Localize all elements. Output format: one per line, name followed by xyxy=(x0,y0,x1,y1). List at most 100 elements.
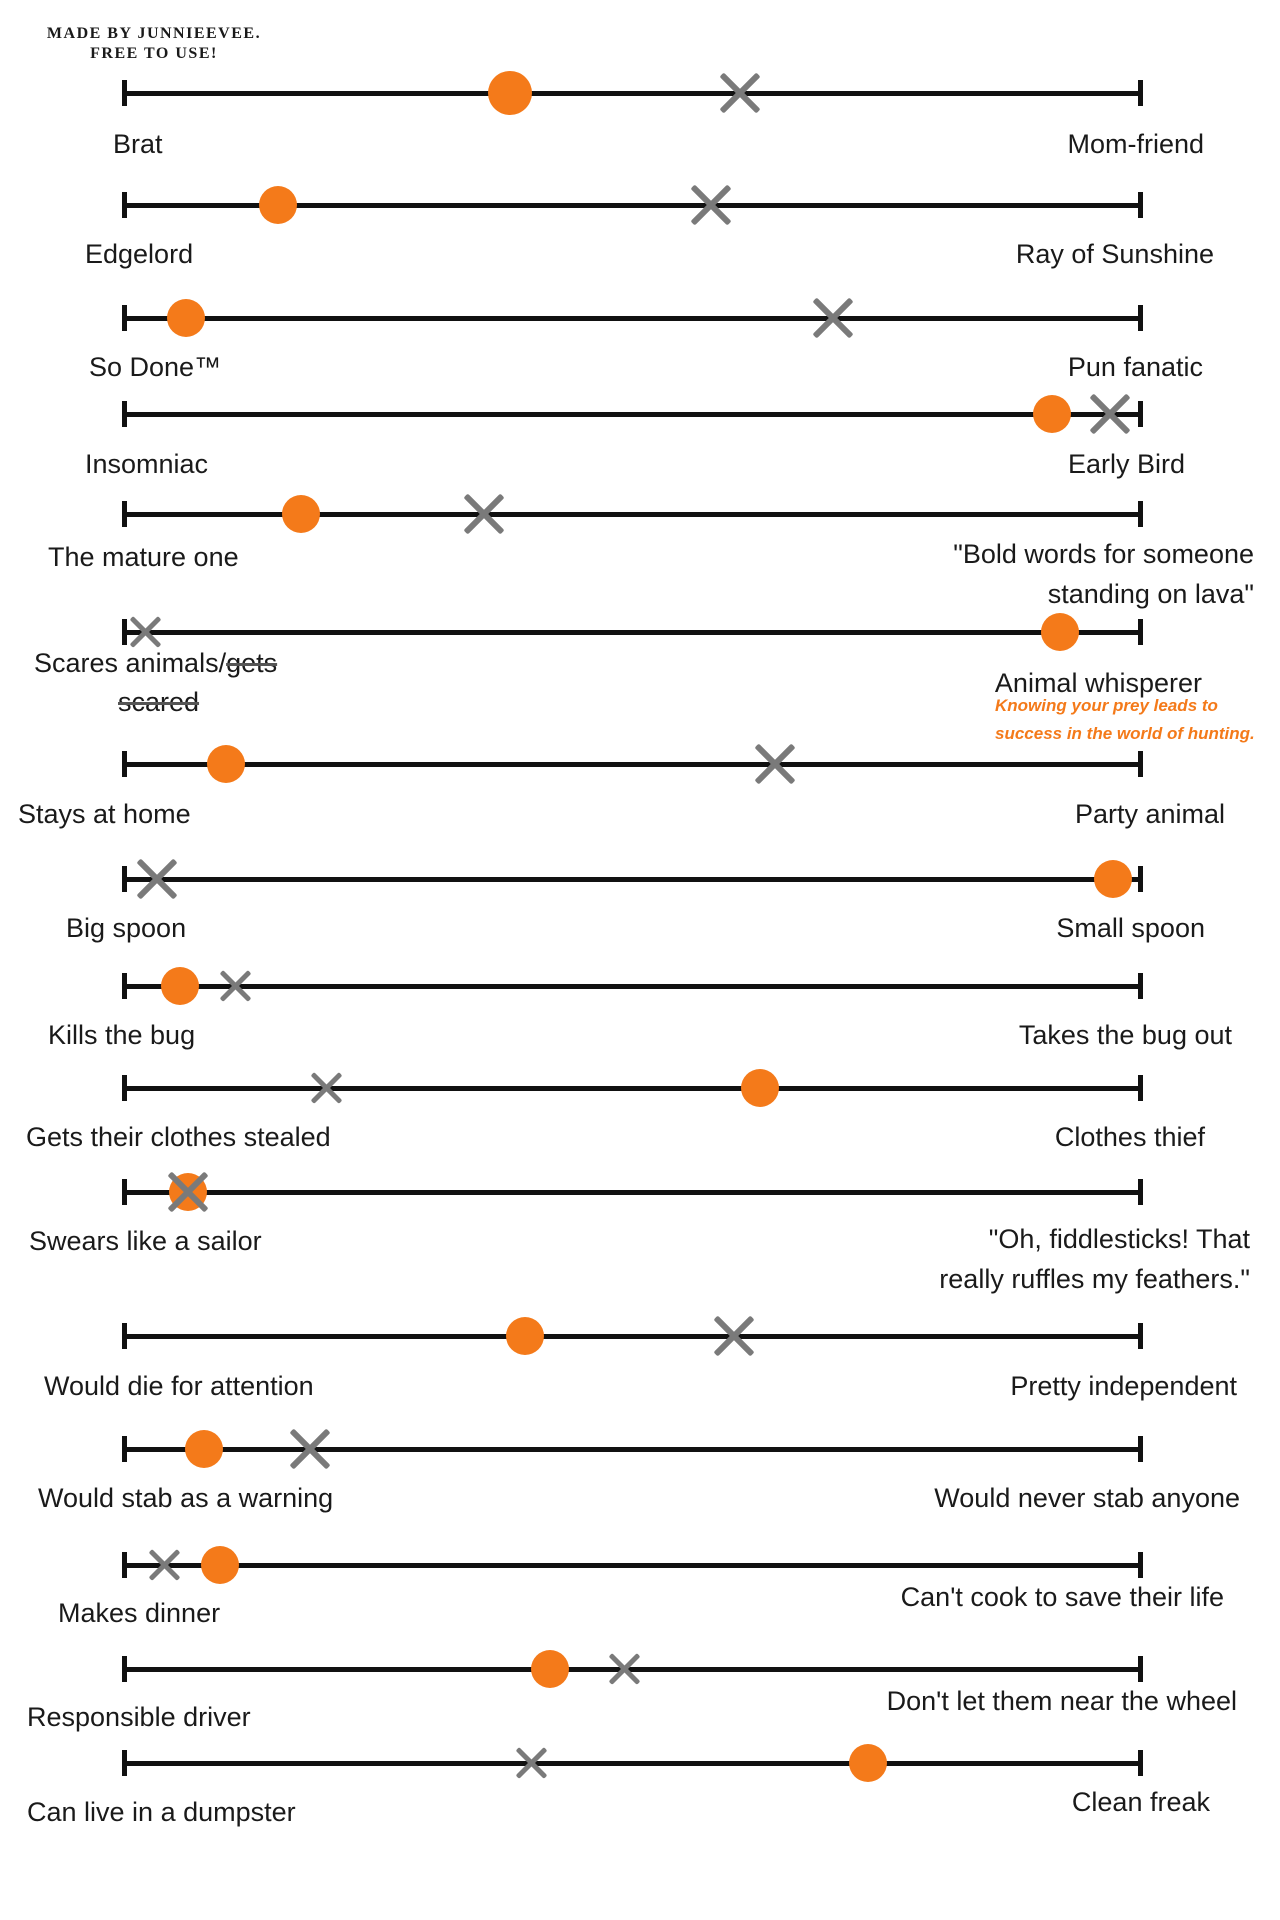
orange-dot-icon xyxy=(1093,860,1132,898)
scale-axis xyxy=(124,1447,1142,1452)
scale-axis xyxy=(124,1086,1142,1091)
scale-axis xyxy=(124,412,1142,417)
axis-end-tick-right xyxy=(1138,1552,1143,1578)
orange-dot-icon xyxy=(206,745,245,783)
axis-end-tick-left xyxy=(122,1656,127,1682)
axis-end-tick-right xyxy=(1138,501,1143,527)
scale-axis xyxy=(124,1563,1142,1568)
axis-end-tick-right xyxy=(1138,401,1143,427)
gray-x-icon xyxy=(711,1313,757,1359)
gray-x-icon xyxy=(461,491,507,537)
axis-end-tick-left xyxy=(122,866,127,892)
axis-end-tick-right xyxy=(1138,1323,1143,1349)
credit-text: MADE BY JUNNIEEVEE. FREE TO USE! xyxy=(34,24,274,64)
label-left: Big spoon xyxy=(66,913,187,943)
orange-dot-icon xyxy=(281,495,320,533)
label-left: Swears like a sailor xyxy=(29,1226,262,1256)
gray-x-icon xyxy=(688,182,734,228)
axis-end-tick-left xyxy=(122,619,127,645)
gray-x-icon xyxy=(752,741,798,787)
credit-line-1: MADE BY JUNNIEEVEE. xyxy=(46,25,262,42)
axis-end-tick-right xyxy=(1138,1075,1143,1101)
axis-end-tick-right xyxy=(1138,80,1143,106)
axis-end-tick-left xyxy=(122,1179,127,1205)
scale-axis xyxy=(124,1761,1142,1766)
gray-x-icon xyxy=(608,1652,642,1686)
scale-mature-lava xyxy=(0,495,1280,533)
axis-end-tick-right xyxy=(1138,192,1143,218)
label-left-struck-1: gets xyxy=(226,648,278,678)
orange-dot-icon xyxy=(488,71,533,115)
orange-dot-icon xyxy=(200,1546,239,1584)
label-left: Would die for attention xyxy=(44,1371,314,1401)
scale-scares-whisperer xyxy=(0,613,1280,651)
scale-axis xyxy=(124,1190,1142,1195)
label-right: Party animal xyxy=(1074,799,1225,829)
label-right-line-1: "Oh, fiddlesticks! That xyxy=(988,1224,1250,1254)
orange-dot-icon xyxy=(185,1430,224,1468)
scale-insomniac-earlybird xyxy=(0,395,1280,433)
orange-dot-icon xyxy=(258,186,297,224)
scale-axis xyxy=(124,630,1142,635)
label-left: Stays at home xyxy=(18,799,191,829)
orange-dot-icon xyxy=(505,1317,544,1355)
label-right-line-2: standing on lava" xyxy=(1047,579,1254,609)
label-left: Gets their clothes stealed xyxy=(26,1122,331,1152)
axis-end-tick-right xyxy=(1138,751,1143,777)
gray-x-icon xyxy=(717,70,763,116)
credit-line-2: FREE TO USE! xyxy=(90,45,218,62)
axis-end-tick-left xyxy=(122,80,127,106)
label-left: Kills the bug xyxy=(48,1020,196,1050)
axis-end-tick-left xyxy=(122,305,127,331)
label-right: Animal whisperer xyxy=(994,668,1202,698)
label-left: So Done™ xyxy=(89,352,222,382)
label-left: Edgelord xyxy=(85,239,194,269)
label-right: Clean freak xyxy=(1071,1787,1210,1817)
label-right: Mom-friend xyxy=(1067,129,1204,159)
scale-home-party xyxy=(0,745,1280,783)
scale-swears-fiddlesticks xyxy=(0,1173,1280,1211)
gray-x-icon xyxy=(310,1071,344,1105)
label-right: Takes the bug out xyxy=(1018,1020,1232,1050)
label-right: Small spoon xyxy=(1056,913,1205,943)
orange-dot-icon xyxy=(849,1744,888,1782)
label-right: Don't let them near the wheel xyxy=(886,1686,1237,1716)
scale-axis xyxy=(124,984,1142,989)
label-right-line-2: really ruffles my feathers." xyxy=(939,1264,1250,1294)
orange-dot-icon xyxy=(531,1650,570,1688)
label-left-text: Scares animals/ xyxy=(34,648,227,678)
axis-end-tick-left xyxy=(122,401,127,427)
label-left: Scares animals/gets xyxy=(34,643,277,683)
label-right: Can't cook to save their life xyxy=(900,1582,1224,1612)
gray-x-icon xyxy=(219,969,253,1003)
annotation-line-1: Knowing your prey leads to xyxy=(995,696,1218,715)
axis-end-tick-right xyxy=(1138,1436,1143,1462)
label-left: Brat xyxy=(113,129,163,159)
label-right: Pun fanatic xyxy=(1067,352,1203,382)
orange-dot-icon xyxy=(1040,613,1079,651)
orange-dot-icon xyxy=(167,299,206,337)
orange-dot-icon xyxy=(740,1069,779,1107)
label-left: Insomniac xyxy=(85,449,209,479)
label-right: Early Bird xyxy=(1067,449,1185,479)
axis-end-tick-right xyxy=(1138,1750,1143,1776)
axis-end-tick-left xyxy=(122,1075,127,1101)
annotation-note: Knowing your prey leads to success in th… xyxy=(995,692,1280,748)
axis-end-tick-right xyxy=(1138,866,1143,892)
axis-end-tick-right xyxy=(1138,1656,1143,1682)
scale-axis xyxy=(124,1334,1142,1339)
gray-x-icon xyxy=(165,1169,211,1215)
axis-end-tick-left xyxy=(122,1552,127,1578)
axis-end-tick-left xyxy=(122,1750,127,1776)
scale-dumpster-cleanfreak xyxy=(0,1744,1280,1782)
scale-attention-independent xyxy=(0,1317,1280,1355)
scale-axis xyxy=(124,91,1142,96)
scale-driver xyxy=(0,1650,1280,1688)
label-right: Pretty independent xyxy=(1010,1371,1237,1401)
axis-end-tick-right xyxy=(1138,973,1143,999)
scale-dinner-cook xyxy=(0,1546,1280,1584)
axis-end-tick-left xyxy=(122,973,127,999)
scale-axis xyxy=(124,316,1142,321)
scale-axis xyxy=(124,762,1142,767)
label-left: Can live in a dumpster xyxy=(27,1797,296,1827)
